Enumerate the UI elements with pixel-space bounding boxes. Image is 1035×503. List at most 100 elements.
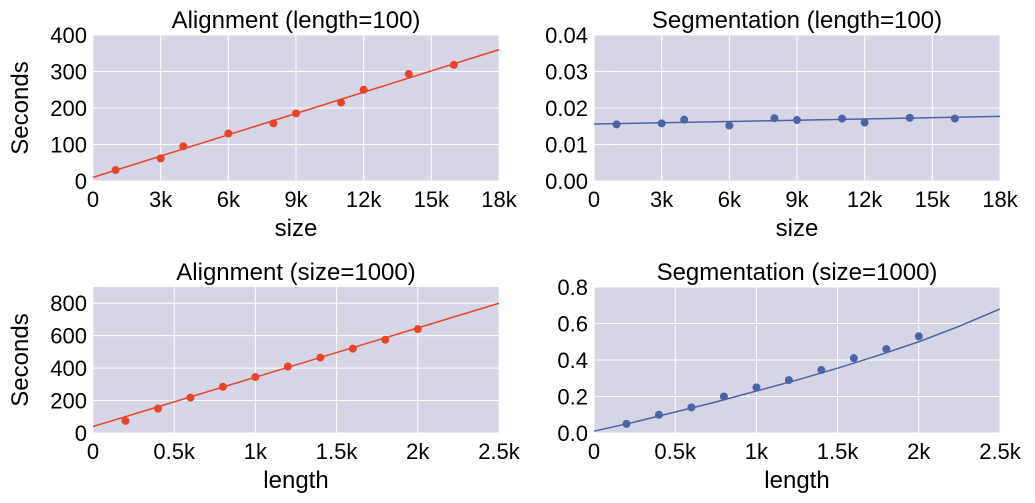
panel-alignment-length: 0 3k 6k 9k 12k 15k 18k 0 100 200 300 400 Alignment… [7,7,518,242]
x-tick-label: 3k [149,187,173,212]
x-tick-label: 18k [982,187,1018,212]
data-point [719,392,728,401]
data-point [283,362,292,371]
data-point [292,109,300,118]
x-tick-label: 1.5k [817,439,860,464]
y-tick-label: 100 [50,133,87,158]
data-point [657,119,666,128]
x-tick-label: 0.5k [654,439,697,464]
x-tick-label: 9k [785,187,809,212]
data-point [359,85,368,94]
y-tick-label: 400 [50,356,87,381]
data-point [179,142,188,151]
y-tick-label: 0.03 [545,60,588,85]
data-point [413,325,422,334]
x-tick-label: 9k [284,187,308,212]
data-point [156,154,165,163]
x-tick-label: 0 [588,439,600,464]
y-tick-label: 0 [75,421,87,446]
data-point [687,403,696,412]
y-tick-label: 0.6 [557,312,588,337]
data-point [770,114,779,123]
grid [92,287,500,434]
data-point [793,116,801,125]
data-point [882,345,891,354]
data-points [121,325,422,425]
data-point [449,60,458,69]
y-tick-label: 0.4 [557,348,588,373]
data-point [905,113,914,122]
x-tick-label: 12k [847,187,883,212]
data-point [950,114,959,123]
y-tick-label: 0.8 [557,275,588,300]
y-tick-label: 0.00 [545,169,588,194]
y-tick-label: 0.0 [557,421,588,446]
y-tick-label: 600 [50,324,87,349]
data-point [269,119,278,128]
panel-segmentation-length: 0 3k 6k 9k 12k 15k 18k 0.00 0.01 0.02 0.03 0.04 Se… [545,7,1019,242]
chart-title: Alignment (size=1000) [176,259,415,286]
data-point [725,121,734,130]
x-tick-labels: 0 0.5k 1k 1.5k 2k 2.5k [588,439,1022,464]
x-axis-label: length [263,467,328,494]
x-tick-label: 0 [588,187,600,212]
data-point [381,335,390,344]
x-tick-label: 1k [244,439,268,464]
y-tick-label: 200 [50,96,87,121]
x-tick-label: 12k [346,187,382,212]
y-tick-label: 0.04 [545,23,588,48]
y-tick-label: 200 [50,389,87,414]
y-tick-label: 400 [50,23,87,48]
x-tick-label: 6k [217,187,241,212]
data-point [186,393,195,402]
y-tick-label: 300 [50,60,87,85]
x-tick-label: 0 [87,439,99,464]
x-tick-label: 2.5k [478,439,521,464]
data-point [860,118,869,127]
data-point [251,373,260,382]
x-axis-label: length [764,467,829,494]
data-point [121,416,130,425]
data-point [348,344,357,353]
data-point [838,114,847,123]
data-point [817,366,826,375]
y-axis-label: Seconds [7,313,34,406]
x-tick-label: 2k [907,439,931,464]
data-point [337,98,346,107]
x-axis-label: size [776,215,819,242]
x-axis-label: size [275,215,318,242]
data-point [680,115,689,124]
data-point [316,353,325,362]
data-point [622,419,631,428]
data-point [111,166,120,175]
x-tick-label: 3k [650,187,674,212]
data-points [622,332,923,428]
data-point [153,404,162,413]
x-tick-label: 0 [87,187,99,212]
x-tick-label: 1k [745,439,769,464]
data-point [404,70,413,79]
grid [593,286,1001,434]
data-points [612,113,959,130]
grid [593,34,1001,182]
x-tick-label: 2k [406,439,430,464]
data-point [752,383,761,392]
chart-title: Segmentation (length=100) [652,7,942,34]
panel-segmentation-size: 0 0.5k 1k 1.5k 2k 2.5k 0.0 0.2 0.4 0.6 0.8 Segmen… [557,259,1021,494]
y-axis-label: Seconds [7,61,34,154]
y-tick-label: 0 [75,169,87,194]
y-tick-labels: 0.00 0.01 0.02 0.03 0.04 [545,23,588,194]
x-tick-label: 0.5k [153,439,196,464]
y-tick-label: 0.01 [545,133,588,158]
chart-title: Segmentation (size=1000) [657,259,938,286]
data-point [914,332,923,341]
x-tick-label: 18k [481,187,517,212]
data-point [654,410,663,419]
data-point [849,354,858,363]
y-tick-label: 0.02 [545,96,588,121]
x-tick-label: 15k [414,187,450,212]
x-tick-label: 1.5k [316,439,359,464]
data-point [218,382,227,391]
